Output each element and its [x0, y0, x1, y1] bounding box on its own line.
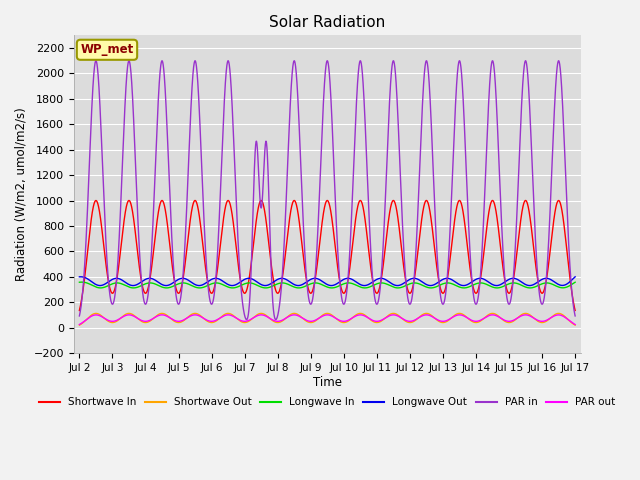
Longwave In [570, 280, 577, 286]
Shortwave In [570, 299, 577, 305]
PAR out [570, 321, 577, 326]
Shortwave Out [572, 322, 579, 328]
PAR out [261, 313, 269, 319]
Longwave Out [177, 276, 184, 282]
PAR in [177, 297, 184, 303]
Line: PAR out: PAR out [79, 315, 575, 324]
Shortwave In [261, 210, 269, 216]
Longwave Out [572, 274, 579, 280]
Line: Shortwave Out: Shortwave Out [79, 313, 575, 325]
Shortwave Out [76, 322, 83, 328]
Shortwave In [76, 308, 83, 313]
Shortwave Out [177, 320, 184, 325]
Longwave Out [77, 274, 84, 280]
Shortwave Out [396, 313, 403, 319]
PAR in [182, 231, 189, 237]
PAR out [396, 314, 403, 320]
Longwave In [328, 285, 335, 291]
PAR in [572, 313, 579, 319]
Longwave In [177, 280, 184, 286]
Longwave In [466, 284, 474, 289]
Longwave Out [570, 276, 577, 281]
Longwave Out [396, 282, 403, 288]
Longwave In [76, 279, 83, 285]
Longwave Out [466, 280, 474, 286]
Shortwave Out [261, 312, 269, 317]
Longwave In [78, 279, 86, 285]
PAR out [76, 322, 83, 327]
Title: Solar Radiation: Solar Radiation [269, 15, 385, 30]
Longwave Out [261, 283, 269, 288]
Line: Longwave In: Longwave In [79, 282, 575, 288]
Longwave Out [195, 283, 203, 288]
Longwave In [261, 285, 269, 291]
Legend: Shortwave In, Shortwave Out, Longwave In, Longwave Out, PAR in, PAR out: Shortwave In, Shortwave Out, Longwave In… [35, 393, 620, 411]
PAR in [243, 317, 250, 323]
Longwave In [572, 279, 579, 285]
PAR out [572, 322, 579, 327]
X-axis label: Time: Time [313, 375, 342, 389]
Line: Longwave Out: Longwave Out [79, 277, 575, 286]
PAR in [76, 313, 83, 319]
PAR out [125, 312, 133, 318]
Shortwave In [522, 198, 529, 204]
PAR in [125, 58, 133, 64]
Text: WP_met: WP_met [81, 43, 134, 56]
Shortwave Out [522, 311, 529, 316]
Shortwave In [466, 263, 474, 268]
PAR out [177, 318, 184, 324]
PAR in [261, 144, 269, 150]
Shortwave Out [570, 321, 577, 327]
Shortwave Out [182, 316, 189, 322]
Shortwave In [177, 288, 184, 294]
Line: PAR in: PAR in [79, 61, 575, 320]
PAR in [570, 303, 577, 309]
PAR out [182, 316, 189, 322]
PAR in [396, 148, 403, 154]
Y-axis label: Radiation (W/m2, umol/m2/s): Radiation (W/m2, umol/m2/s) [15, 108, 28, 281]
Shortwave In [396, 226, 403, 231]
PAR in [466, 245, 474, 251]
PAR out [466, 316, 474, 322]
Shortwave Out [466, 317, 474, 323]
Longwave In [396, 285, 403, 291]
Line: Shortwave In: Shortwave In [79, 201, 575, 311]
Longwave Out [182, 276, 189, 282]
Shortwave In [182, 258, 189, 264]
Longwave In [182, 280, 189, 286]
Shortwave In [572, 308, 579, 313]
Longwave Out [76, 274, 83, 280]
